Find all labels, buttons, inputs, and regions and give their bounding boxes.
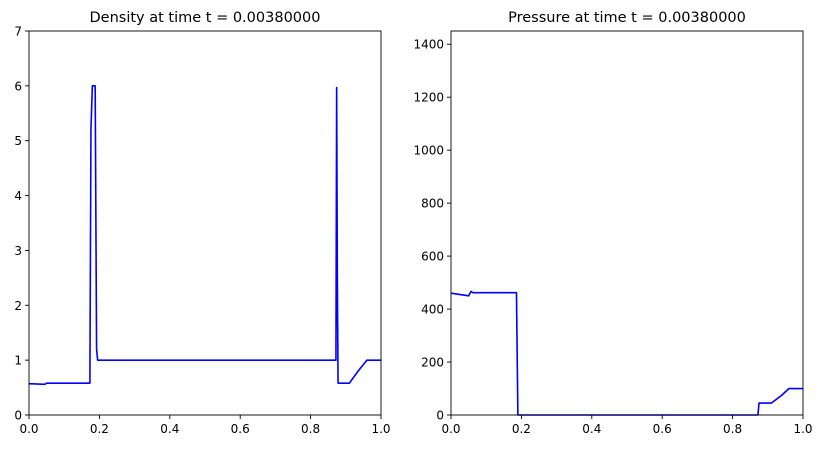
density-x-tick-label: 0.8 [301, 422, 320, 436]
density-x-tick-label: 0.2 [90, 422, 109, 436]
pressure-y-tick-label: 200 [421, 356, 444, 370]
pressure-x-tick-label: 0.8 [723, 422, 742, 436]
density-y-tick-label: 1 [14, 354, 22, 368]
density-y-tick-label: 6 [14, 79, 22, 93]
density-x-tick-label: 0.0 [19, 422, 38, 436]
pressure-y-tick-label: 600 [421, 250, 444, 264]
density-y-tick-label: 2 [14, 299, 22, 313]
density-chart: Density at time t = 0.00380000 0.0 0.2 0.4 0… [14, 10, 390, 436]
pressure-chart: Pressure at time t = 0.00380000 0.0 0.2 0.4… [413, 10, 812, 436]
pressure-x-tick-label: 1.0 [793, 422, 812, 436]
pressure-y-tick-label: 800 [421, 197, 444, 211]
density-plot-frame [28, 30, 382, 416]
density-series-line-0 [28, 85, 381, 386]
density-x-tick-label: 0.4 [160, 422, 179, 436]
pressure-x-tick-label: 0.4 [582, 422, 601, 436]
pressure-series-line-0 [450, 290, 803, 416]
pressure-y-tick-label: 1200 [413, 91, 444, 105]
density-y-tick-label: 5 [14, 134, 22, 148]
pressure-x-tick-label: 0.6 [653, 422, 672, 436]
density-y-tick-label: 4 [14, 189, 22, 203]
pressure-plot-frame [450, 30, 804, 416]
pressure-x-tick-label: 0.0 [441, 422, 460, 436]
pressure-x-tick-label: 0.2 [512, 422, 531, 436]
pressure-y-tick-label: 400 [421, 303, 444, 317]
pressure-y-tick-label: 0 [436, 409, 444, 423]
density-y-tick-label: 7 [14, 25, 22, 39]
pressure-y-tick-label: 1000 [413, 144, 444, 158]
density-y-tick-label: 0 [14, 409, 22, 423]
pressure-chart-title: Pressure at time t = 0.00380000 [508, 10, 746, 26]
density-x-tick-label: 1.0 [371, 422, 390, 436]
density-x-tick-label: 0.6 [231, 422, 250, 436]
density-chart-title: Density at time t = 0.00380000 [90, 10, 321, 26]
pressure-y-tick-label: 1400 [413, 38, 444, 52]
density-y-tick-label: 3 [14, 244, 22, 258]
